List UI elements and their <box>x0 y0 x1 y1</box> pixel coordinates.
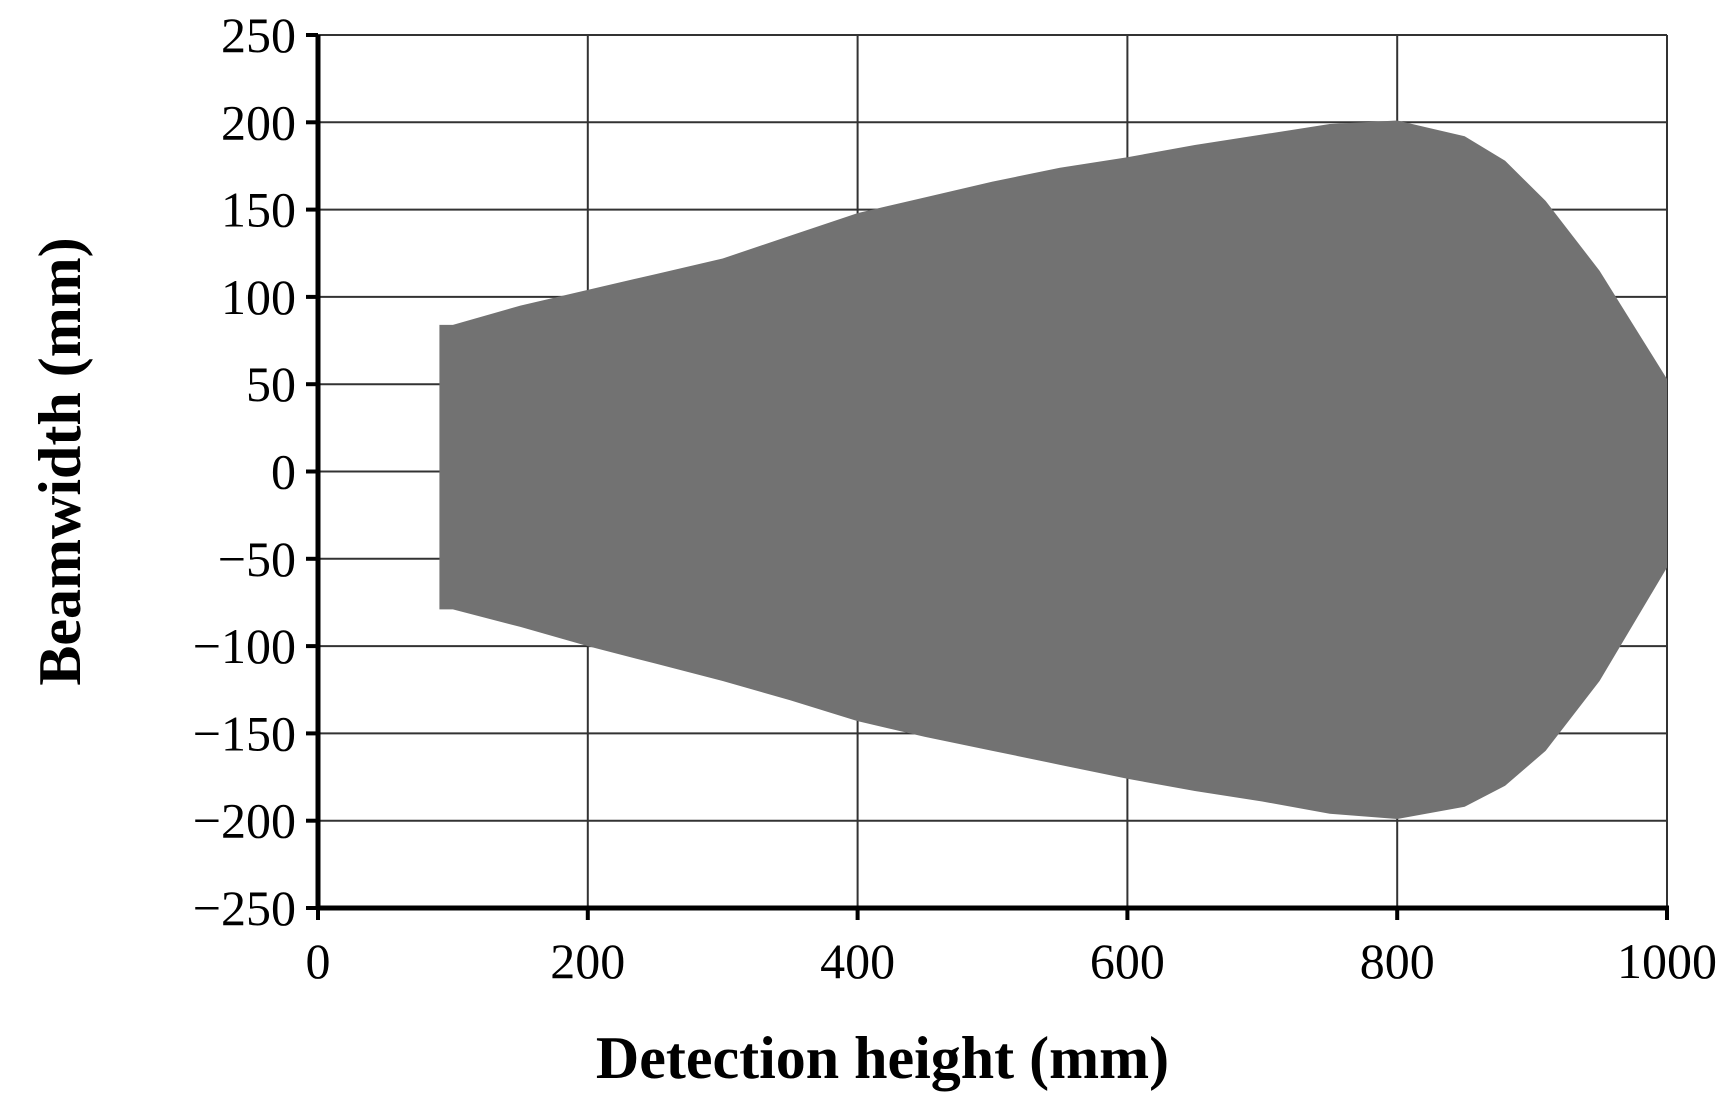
x-tick-label: 200 <box>550 933 625 989</box>
y-tick-label: 100 <box>221 269 296 325</box>
y-tick-label: 250 <box>221 7 296 63</box>
x-tick-label: 0 <box>306 933 331 989</box>
x-tick-label: 800 <box>1360 933 1435 989</box>
beam-area-polygon <box>439 120 1667 819</box>
y-tick-label: 0 <box>271 444 296 500</box>
y-tick-label: 150 <box>221 182 296 238</box>
y-axis-title: Beamwidth (mm) <box>27 237 93 685</box>
x-tick-label: 400 <box>820 933 895 989</box>
y-tick-label: 50 <box>246 356 296 412</box>
y-tick-label: −50 <box>218 531 296 587</box>
y-tick-label: −150 <box>193 705 296 761</box>
y-tick-label: −100 <box>193 618 296 674</box>
x-axis-title: Detection height (mm) <box>596 1025 1169 1091</box>
beam-area <box>439 120 1667 819</box>
y-tick-label: −200 <box>193 793 296 849</box>
x-tick-label: 1000 <box>1617 933 1717 989</box>
y-tick-label: −250 <box>193 880 296 936</box>
y-tick-label: 200 <box>221 94 296 150</box>
x-tick-label: 600 <box>1090 933 1165 989</box>
ticks: 0 200 400 600 800 1000 250 200 150 100 50 0 −50 −100 −… <box>193 7 1717 989</box>
